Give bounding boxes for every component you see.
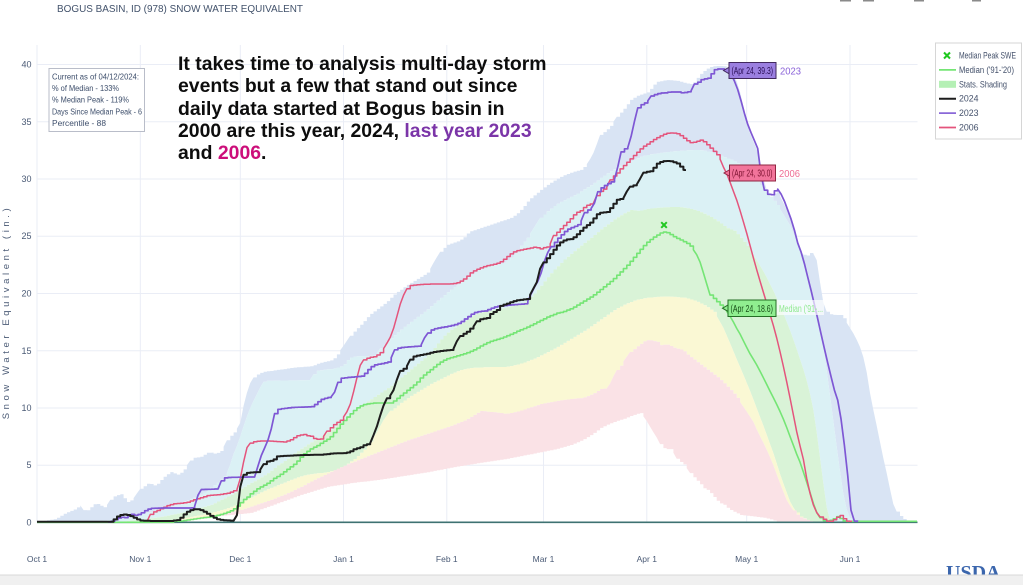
svg-text:Median ('91-...: Median ('91-... (779, 304, 823, 315)
svg-text:Days Since Median Peak - 6: Days Since Median Peak - 6 (52, 107, 142, 116)
svg-text:Oct 1: Oct 1 (27, 554, 48, 564)
svg-text:Nov 1: Nov 1 (129, 554, 151, 564)
svg-text:5: 5 (26, 460, 31, 470)
svg-text:2023: 2023 (959, 108, 979, 118)
svg-text:Apr 1: Apr 1 (637, 554, 658, 564)
svg-text:25: 25 (21, 231, 31, 241)
svg-text:Median Peak SWE: Median Peak SWE (959, 51, 1016, 61)
svg-text:Jun 1: Jun 1 (840, 554, 861, 564)
svg-text:BOGUS BASIN, ID (978) SNOW WAT: BOGUS BASIN, ID (978) SNOW WATER EQUIVAL… (57, 4, 303, 15)
svg-text:(Apr 24, 39.3): (Apr 24, 39.3) (732, 66, 774, 77)
svg-text:Percentile - 88: Percentile - 88 (52, 119, 107, 128)
svg-text:Mar 1: Mar 1 (533, 554, 555, 564)
svg-text:30: 30 (21, 174, 31, 184)
svg-text:May 1: May 1 (735, 554, 758, 564)
svg-text:% Median Peak - 119%: % Median Peak - 119% (52, 96, 129, 105)
svg-text:Stats. Shading: Stats. Shading (959, 79, 1007, 89)
svg-text:2006: 2006 (779, 169, 800, 180)
svg-text:Median ('91-'20): Median ('91-'20) (959, 65, 1014, 75)
svg-text:2006: 2006 (959, 123, 979, 133)
svg-text:Current as of 04/12/2024:: Current as of 04/12/2024: (52, 73, 139, 82)
svg-text:2024: 2024 (959, 94, 979, 104)
svg-text:(Apr 24, 30.0): (Apr 24, 30.0) (732, 169, 773, 180)
svg-text:Snow Water Equivalent (in.): Snow Water Equivalent (in.) (1, 205, 12, 420)
svg-text:20: 20 (21, 289, 31, 299)
svg-text:2023: 2023 (780, 67, 801, 78)
svg-text:Jan 1: Jan 1 (333, 554, 354, 564)
svg-text:Feb 1: Feb 1 (436, 554, 458, 564)
svg-text:(Apr 24, 18.6): (Apr 24, 18.6) (731, 304, 774, 315)
svg-text:35: 35 (21, 117, 31, 127)
svg-text:Dec 1: Dec 1 (229, 554, 251, 564)
svg-text:10: 10 (21, 403, 31, 413)
svg-text:15: 15 (21, 346, 31, 356)
svg-text:40: 40 (21, 60, 31, 70)
svg-text:0: 0 (26, 518, 31, 528)
svg-text:% of Median - 133%: % of Median - 133% (52, 84, 119, 93)
